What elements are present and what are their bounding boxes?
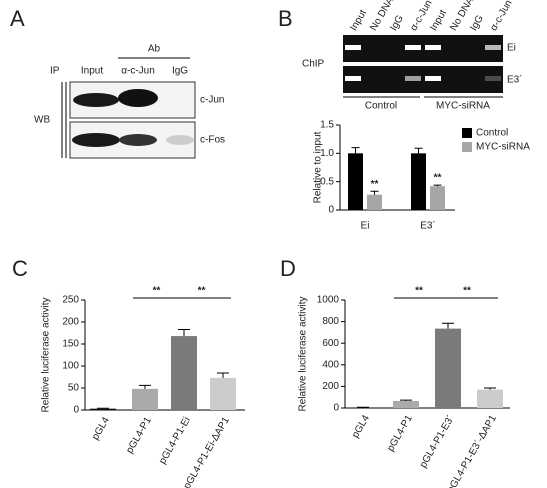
- y-tick-label: 0: [328, 205, 334, 216]
- bar: [348, 153, 363, 210]
- bar: [411, 153, 426, 210]
- legend-label: Control: [476, 128, 508, 139]
- bar: [171, 336, 197, 410]
- y-axis-label: Relative to input: [313, 131, 324, 203]
- bar: [90, 408, 116, 410]
- x-tick-label: pGL4-P1: [385, 413, 415, 454]
- band: [166, 135, 194, 145]
- x-tick-label: Ei: [361, 221, 370, 232]
- panel-letter: A: [10, 6, 25, 31]
- error-bar: [442, 322, 454, 329]
- bar: [132, 388, 158, 410]
- error-bar: [351, 147, 360, 154]
- y-tick-label: 1.5: [320, 120, 334, 131]
- row-label: Ei: [507, 43, 516, 54]
- band: [119, 134, 157, 146]
- gel-band: [345, 45, 361, 50]
- gel-band: [485, 45, 501, 50]
- panel-letter: C: [12, 256, 28, 281]
- y-tick-label: 1.0: [320, 148, 334, 159]
- significance: **: [198, 286, 206, 297]
- gel-band: [425, 76, 441, 81]
- lane-label: Input: [348, 8, 369, 33]
- y-tick-label: 0: [73, 405, 79, 416]
- x-tick-label: pGL4-P1-E3´: [417, 413, 457, 470]
- ab-label: Ab: [148, 44, 161, 55]
- error-bar: [217, 372, 229, 378]
- gel-band: [405, 45, 421, 50]
- lane-label: α-c-Jun: [488, 0, 514, 33]
- y-axis-label: Relative luciferase activity: [298, 296, 309, 411]
- group-label: Control: [365, 101, 397, 112]
- gel: [343, 35, 503, 93]
- y-tick-label: 0.5: [320, 176, 334, 187]
- error-bar: [414, 147, 423, 154]
- y-tick-label: 200: [322, 381, 339, 392]
- band-label: c-Jun: [200, 95, 224, 106]
- gel-band: [405, 76, 421, 81]
- gel-row: [343, 66, 503, 93]
- band: [118, 89, 158, 107]
- legend-swatch: [462, 128, 472, 138]
- y-tick-label: 0: [333, 403, 339, 414]
- x-tick-label: pGL4: [350, 413, 372, 440]
- error-bar: [433, 184, 442, 187]
- band: [72, 133, 120, 147]
- error-bar: [139, 384, 151, 389]
- group-label: MYC-siRNA: [436, 101, 490, 112]
- panel-letter: B: [278, 6, 293, 31]
- bar: [477, 389, 503, 408]
- band: [73, 93, 119, 107]
- error-bar: [370, 190, 379, 195]
- lane-label: Input: [428, 8, 449, 33]
- y-tick-label: 200: [62, 317, 79, 328]
- significance: **: [371, 179, 379, 190]
- chip-label: ChIP: [302, 59, 325, 70]
- gel-band: [345, 76, 361, 81]
- bar: [435, 328, 461, 408]
- bar: [393, 400, 419, 408]
- y-tick-label: 150: [62, 339, 79, 350]
- y-axis-label: Relative luciferase activity: [41, 297, 52, 412]
- panel-letter: D: [280, 256, 296, 281]
- gel-band: [425, 45, 441, 50]
- x-tick-label: pGL4-P1: [124, 415, 154, 456]
- bar: [430, 186, 445, 210]
- lane-label: IgG: [468, 13, 486, 33]
- lane-label: IgG: [172, 66, 188, 77]
- y-tick-label: 800: [322, 316, 339, 327]
- legend-label: MYC-siRNA: [476, 142, 530, 153]
- lane-label: Input: [81, 66, 103, 77]
- error-bar: [400, 399, 412, 401]
- y-tick-label: 50: [68, 383, 80, 394]
- y-tick-label: 1000: [317, 295, 340, 306]
- lane-label: IgG: [388, 13, 406, 33]
- legend-swatch: [462, 142, 472, 152]
- significance: **: [415, 286, 423, 297]
- significance: **: [463, 286, 471, 297]
- x-tick-label: pGL4-P1-Ei: [157, 415, 193, 466]
- band-label: c-Fos: [200, 135, 225, 146]
- row-label: E3´: [507, 74, 523, 86]
- gel-band: [485, 76, 501, 81]
- bar: [367, 194, 382, 210]
- significance: **: [434, 173, 442, 184]
- y-tick-label: 250: [62, 295, 79, 306]
- x-tick-label: pGL4: [90, 415, 112, 442]
- ip-label: IP: [50, 66, 60, 77]
- error-bar: [178, 328, 190, 337]
- y-tick-label: 100: [62, 361, 79, 372]
- lane-label: α-c-Jun: [121, 66, 155, 77]
- y-tick-label: 400: [322, 359, 339, 370]
- significance: **: [153, 286, 161, 297]
- bar: [210, 377, 236, 410]
- y-tick-label: 600: [322, 338, 339, 349]
- wb-label: WB: [34, 115, 50, 126]
- error-bar: [484, 387, 496, 390]
- gel-row: [343, 35, 503, 62]
- x-tick-label: E3´: [420, 220, 436, 232]
